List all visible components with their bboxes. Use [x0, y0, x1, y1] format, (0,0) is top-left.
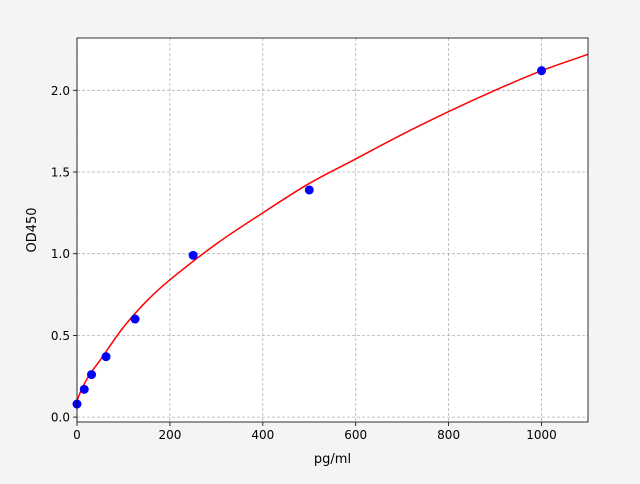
y-tick-label: 1.5 — [51, 165, 70, 179]
fit-curve — [76, 53, 589, 402]
plot-frame — [76, 37, 589, 423]
x-tick-label: 800 — [437, 428, 460, 442]
x-axis-ticks: 0 200 400 600 800 1000 — [73, 422, 557, 442]
data-point — [130, 314, 140, 324]
data-point — [87, 370, 97, 380]
data-points — [72, 66, 547, 409]
y-tick-label: 2.0 — [51, 84, 70, 98]
data-point — [304, 185, 314, 195]
x-axis-label: pg/ml — [314, 452, 351, 467]
y-tick-label: 0.5 — [51, 329, 70, 343]
grid — [76, 38, 588, 422]
y-axis-ticks: 0.0 0.5 1.0 1.5 2.0 — [51, 84, 77, 425]
data-point — [188, 250, 198, 260]
y-tick-label: 0.0 — [51, 411, 70, 425]
x-tick-label: 400 — [251, 428, 274, 442]
x-tick-label: 0 — [73, 428, 81, 442]
x-tick-label: 1000 — [526, 428, 557, 442]
data-point — [79, 384, 89, 394]
data-point — [101, 352, 111, 362]
data-point — [537, 66, 547, 76]
x-tick-label: 600 — [344, 428, 367, 442]
x-tick-label: 200 — [158, 428, 181, 442]
y-axis-label: OD450 — [25, 207, 40, 252]
y-tick-label: 1.0 — [51, 247, 70, 261]
plot-area — [77, 38, 588, 422]
